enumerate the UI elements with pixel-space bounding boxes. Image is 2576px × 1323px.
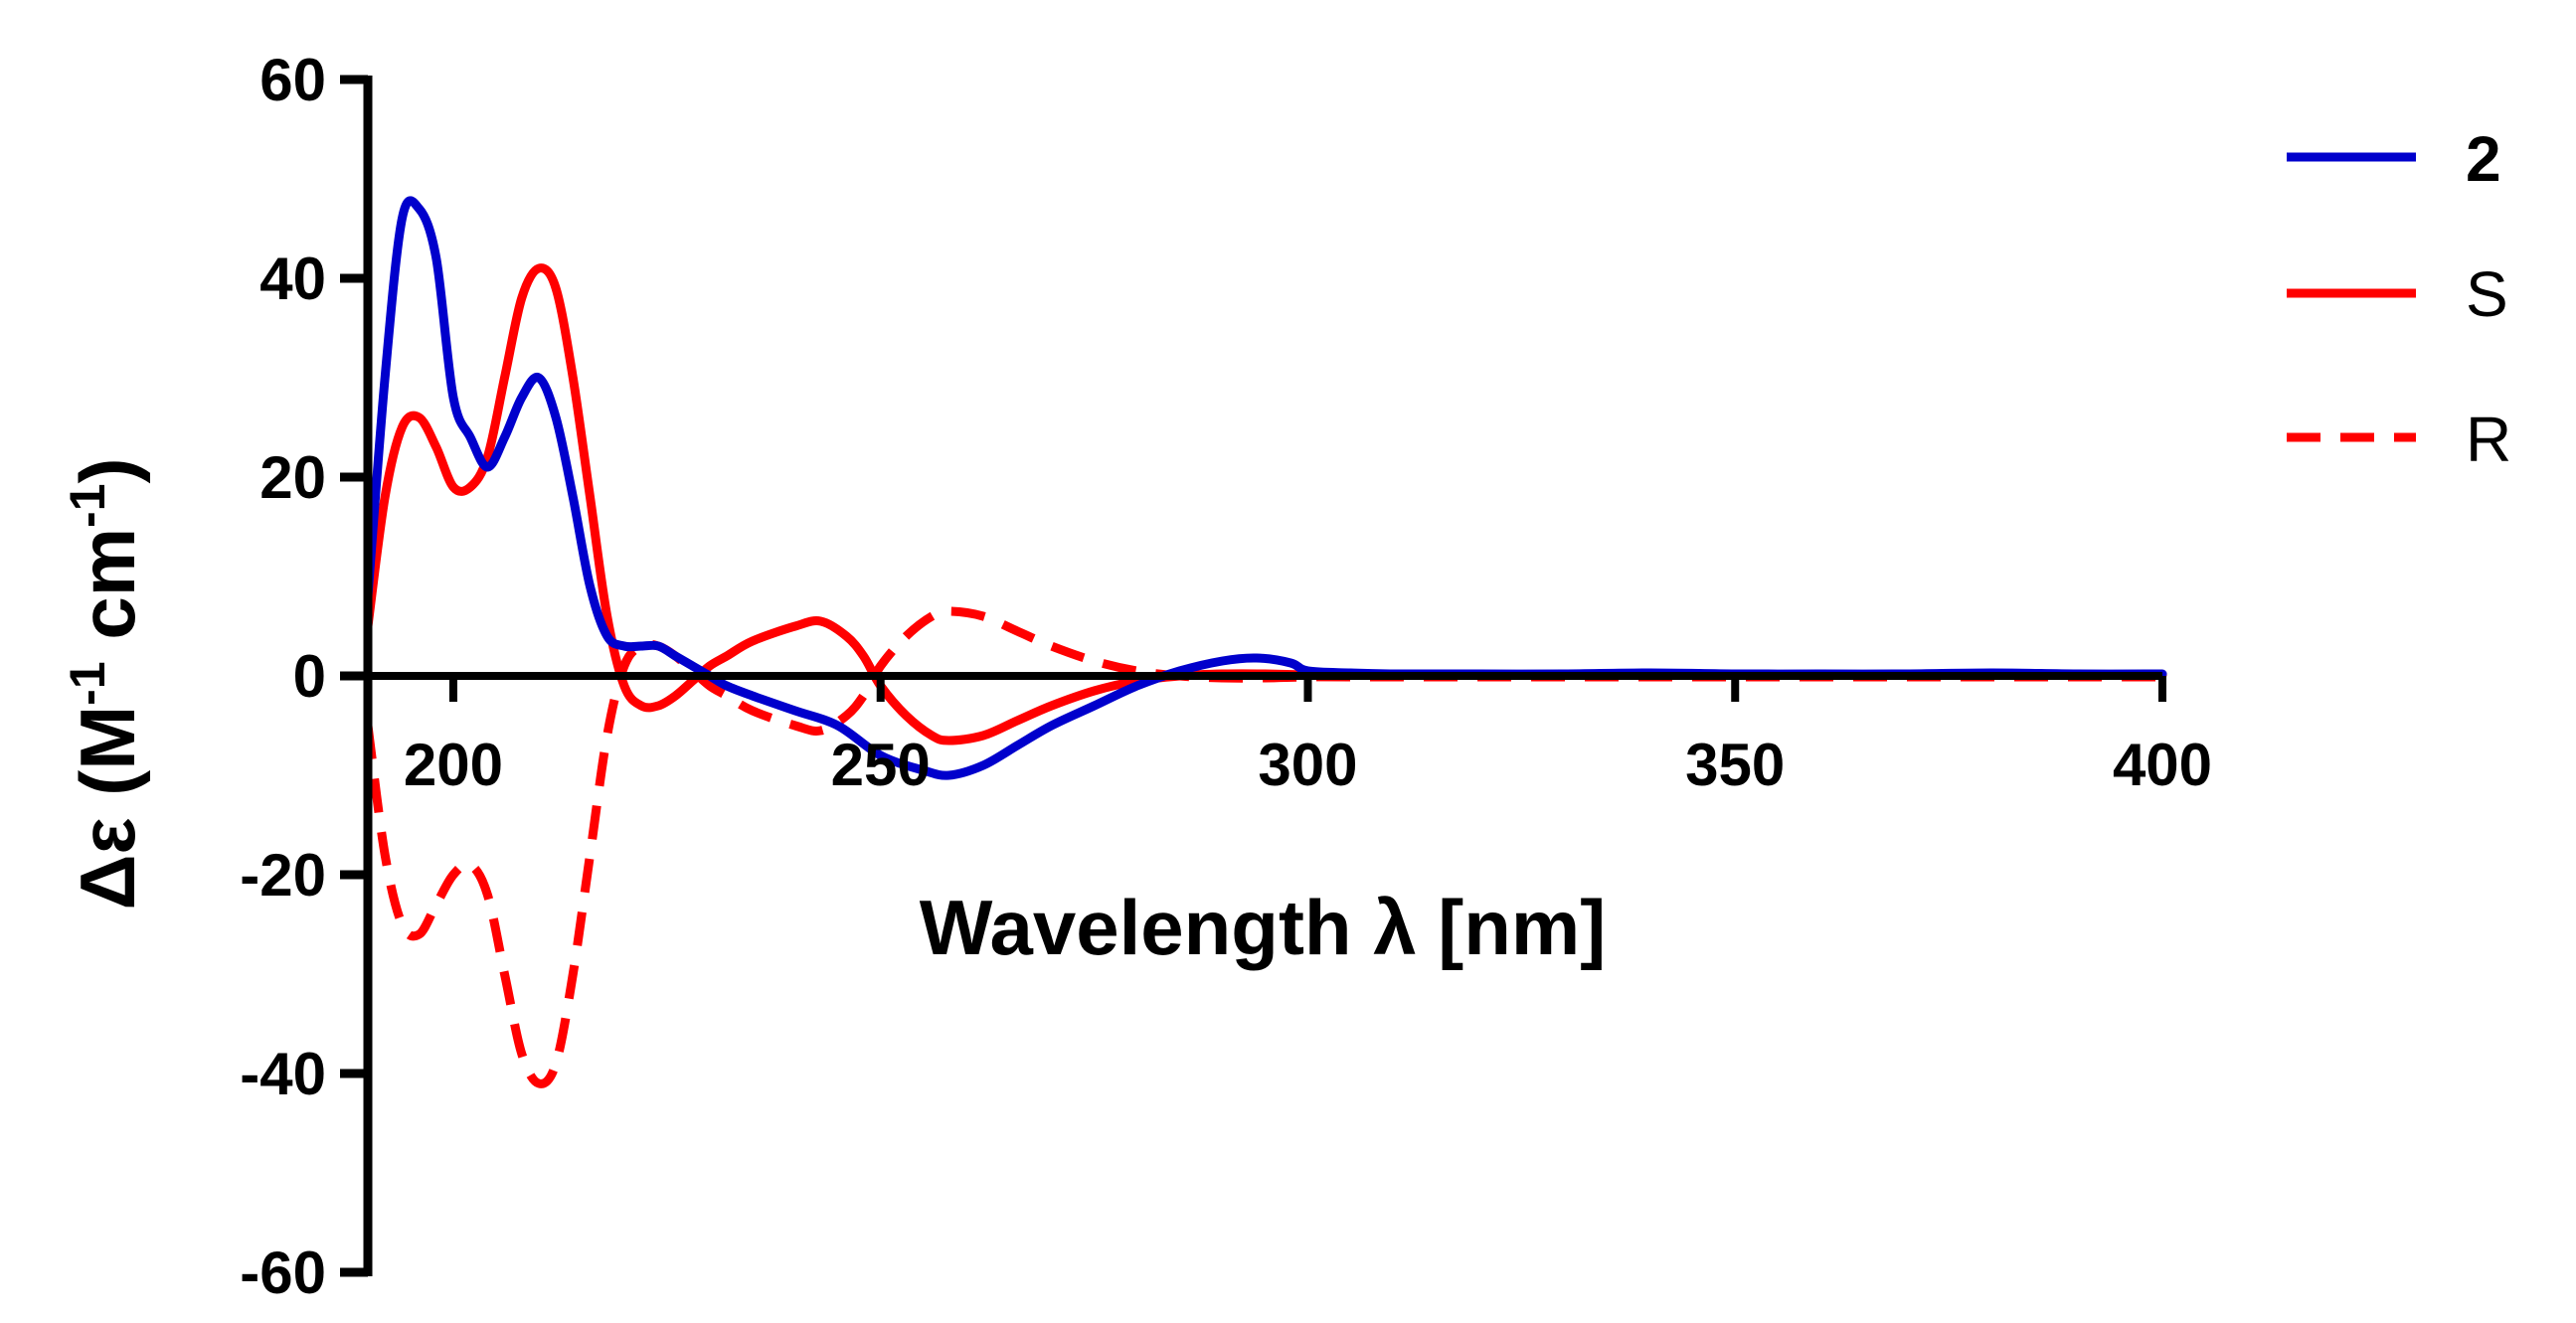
- legend-label-r: R: [2466, 404, 2511, 475]
- y-tick-label: 40: [259, 246, 326, 312]
- y-axis-title: Δε (M-1 cm-1): [60, 457, 151, 910]
- y-axis-title-end: ): [64, 457, 151, 483]
- axes: [340, 75, 2166, 1277]
- x-axis-title: Wavelength λ [nm]: [920, 884, 1607, 971]
- y-axis-title-mid: cm: [64, 528, 151, 661]
- y-tick-label: 60: [259, 47, 326, 113]
- y-axis-title-main: Δε (M: [64, 706, 151, 910]
- x-tick-label: 200: [404, 732, 503, 798]
- series-line-r: [363, 606, 2162, 1088]
- legend-label-s: S: [2466, 258, 2508, 330]
- x-tick-label: 250: [831, 732, 931, 798]
- y-tick-label: 20: [259, 444, 326, 511]
- legend-label-2: 2: [2466, 123, 2501, 195]
- y-axis-title-sup2: -1: [60, 483, 115, 527]
- x-tick-label: 350: [1685, 732, 1785, 798]
- y-tick-label: -20: [240, 842, 326, 909]
- y-axis-title-sup1: -1: [60, 661, 115, 705]
- series-line-2: [363, 196, 2167, 780]
- legend: 2 S R: [2287, 123, 2511, 475]
- x-tick-label: 300: [1258, 732, 1357, 798]
- x-tick-label: 400: [2113, 732, 2212, 798]
- tick-labels: -60 -40 -20 0 20 40 60 200 250 300 350 400: [240, 47, 2212, 1306]
- y-tick-label: -40: [240, 1041, 326, 1107]
- y-tick-label: 0: [293, 643, 326, 710]
- y-tick-label: -60: [240, 1240, 326, 1306]
